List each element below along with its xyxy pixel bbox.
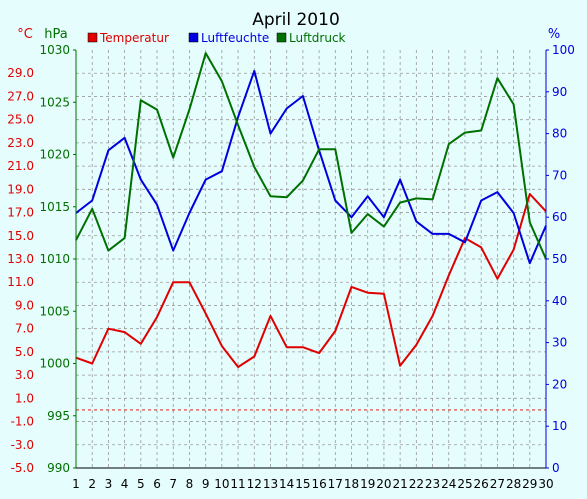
humidity-unit-label: % <box>548 27 560 42</box>
temp-tick-label: 5.0 <box>15 345 34 359</box>
x-tick-label: 16 <box>311 477 326 491</box>
x-tick-label: 2 <box>88 477 96 491</box>
chart-title: April 2010 <box>252 10 340 30</box>
x-tick-label: 5 <box>137 477 145 491</box>
temp-tick-label: 7.0 <box>15 322 34 336</box>
humidity-tick-label: 100 <box>552 43 575 57</box>
temp-tick-label: 27.0 <box>7 89 34 103</box>
x-tick-label: 30 <box>538 477 553 491</box>
pressure-tick-label: 1005 <box>39 304 70 318</box>
temp-tick-label: -1.0 <box>11 415 34 429</box>
pressure-unit-label: hPa <box>44 27 67 42</box>
temp-tick-label: 11.0 <box>7 275 34 289</box>
x-tick-label: 28 <box>506 477 521 491</box>
temp-tick-label: 13.0 <box>7 252 34 266</box>
temp-tick-label: 9.0 <box>15 298 34 312</box>
temp-tick-label: 25.0 <box>7 113 34 127</box>
x-tick-label: 3 <box>105 477 113 491</box>
humidity-tick-label: 10 <box>552 419 567 433</box>
temp-unit-label: °C <box>17 27 33 42</box>
x-tick-label: 24 <box>441 477 456 491</box>
pressure-tick-label: 1010 <box>39 252 70 266</box>
x-tick-label: 8 <box>186 477 194 491</box>
legend-swatch-luftfeuchte <box>188 32 199 43</box>
x-tick-label: 11 <box>230 477 245 491</box>
series-line-temperatur <box>75 193 547 368</box>
x-tick-label: 12 <box>247 477 262 491</box>
temp-tick-label: -5.0 <box>11 461 34 475</box>
temp-tick-label: 19.0 <box>7 182 34 196</box>
humidity-tick-label: 50 <box>552 252 567 266</box>
temp-tick-label: 29.0 <box>7 66 34 80</box>
temp-tick-labels: 29.0 27.0 25.0 23.0 21.0 19.0 17.0 15.0 13.0 11.0… <box>7 66 34 475</box>
pressure-tick-labels: 1030 1025 1020 1015 1010 1005 1000 995 990 <box>39 43 76 475</box>
series-line-luftdruck <box>75 52 547 260</box>
x-tick-label: 6 <box>153 477 161 491</box>
temp-tick-label: 17.0 <box>7 206 34 220</box>
pressure-tick-label: 1020 <box>39 148 70 162</box>
temp-tick-label: 3.0 <box>15 368 34 382</box>
humidity-tick-label: 70 <box>552 168 567 182</box>
grid <box>76 50 546 469</box>
x-tick-label: 23 <box>425 477 440 491</box>
humidity-tick-label: 60 <box>552 210 567 224</box>
humidity-tick-label: 20 <box>552 377 567 391</box>
x-tick-label: 13 <box>263 477 278 491</box>
legend-swatch-luftdruck <box>276 32 287 43</box>
x-tick-label: 18 <box>344 477 359 491</box>
x-tick-label: 21 <box>392 477 407 491</box>
temp-tick-label: 21.0 <box>7 159 34 173</box>
x-tick-label: 7 <box>169 477 177 491</box>
pressure-tick-label: 1030 <box>39 43 70 57</box>
pressure-tick-label: 990 <box>47 461 70 475</box>
x-tick-label: 27 <box>490 477 505 491</box>
legend: Temperatur Luftfeuchte Luftdruck <box>87 31 346 45</box>
x-tick-label: 29 <box>522 477 537 491</box>
temp-tick-label: 1.0 <box>15 391 34 405</box>
pressure-tick-label: 995 <box>47 409 70 423</box>
legend-label-luftdruck: Luftdruck <box>289 31 346 45</box>
humidity-tick-label: 90 <box>552 85 567 99</box>
legend-label-temperatur: Temperatur <box>99 31 169 45</box>
x-tick-label: 25 <box>457 477 472 491</box>
pressure-tick-label: 1000 <box>39 357 70 371</box>
x-tick-label: 9 <box>202 477 210 491</box>
humidity-tick-label: 80 <box>552 127 567 141</box>
x-tick-label: 15 <box>295 477 310 491</box>
series-lines <box>75 52 547 368</box>
pressure-tick-label: 1015 <box>39 200 70 214</box>
x-tick-labels: 1 2 3 4 5 6 7 8 9 10 11 12 13 14 15 16 17 18 19 20 21 22 23 24 2… <box>72 477 553 491</box>
temp-tick-label: 23.0 <box>7 136 34 150</box>
temp-tick-label: 15.0 <box>7 229 34 243</box>
x-tick-label: 1 <box>72 477 80 491</box>
legend-swatch-temperatur <box>87 32 98 43</box>
series-line-luftfeuchte <box>75 69 547 265</box>
humidity-tick-label: 0 <box>552 461 560 475</box>
x-tick-label: 26 <box>474 477 489 491</box>
humidity-tick-label: 40 <box>552 294 567 308</box>
x-tick-label: 4 <box>121 477 129 491</box>
x-tick-label: 14 <box>279 477 294 491</box>
legend-label-luftfeuchte: Luftfeuchte <box>201 31 269 45</box>
temp-tick-label: -3.0 <box>11 438 34 452</box>
x-tick-label: 10 <box>214 477 229 491</box>
x-tick-label: 17 <box>328 477 343 491</box>
pressure-tick-label: 1025 <box>39 95 70 109</box>
x-tick-label: 19 <box>360 477 375 491</box>
x-tick-label: 22 <box>409 477 424 491</box>
x-tick-label: 20 <box>376 477 391 491</box>
humidity-tick-label: 30 <box>552 336 567 350</box>
